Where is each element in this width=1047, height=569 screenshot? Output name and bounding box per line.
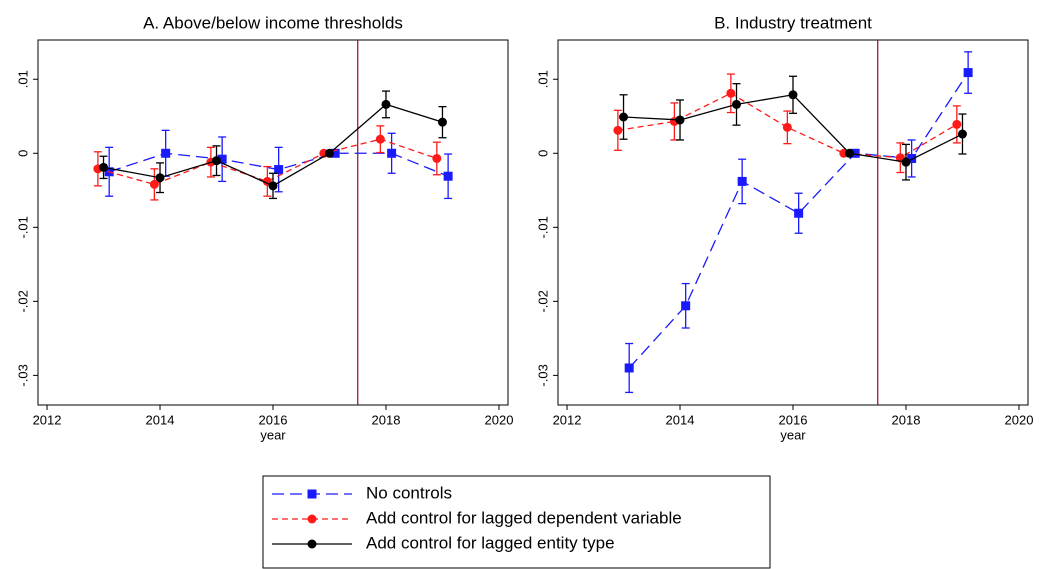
x-tick-label: 2018 (892, 412, 921, 427)
x-tick-label: 2018 (372, 412, 401, 427)
y-tick-label: -.01 (15, 216, 30, 238)
x-tick-label: 2016 (259, 412, 288, 427)
marker (619, 112, 629, 122)
marker (99, 162, 109, 172)
marker (794, 208, 804, 218)
x-tick-label: 2020 (485, 412, 514, 427)
marker (330, 148, 340, 158)
marker (907, 153, 917, 163)
marker (268, 181, 278, 191)
legend-label: No controls (366, 483, 452, 502)
x-axis-label: year (780, 427, 806, 442)
panel-title: A. Above/below income thresholds (143, 13, 403, 32)
marker (782, 122, 792, 132)
legend-box (262, 475, 771, 569)
x-tick-label: 2020 (1005, 412, 1034, 427)
y-tick-label: .01 (15, 70, 30, 88)
marker (737, 176, 747, 186)
y-tick-label: -.01 (535, 216, 550, 238)
marker (432, 153, 442, 163)
x-tick-label: 2016 (779, 412, 808, 427)
marker (149, 179, 159, 189)
x-tick-label: 2014 (146, 412, 175, 427)
marker (613, 125, 623, 135)
marker (788, 90, 798, 100)
legend-marker (307, 514, 317, 524)
marker (675, 115, 685, 125)
legend-label: Add control for lagged entity type (366, 533, 615, 552)
plot-frame (37, 39, 509, 406)
marker (387, 148, 397, 158)
marker (381, 99, 391, 109)
y-tick-label: 0 (535, 150, 550, 157)
marker (212, 156, 222, 166)
x-tick-label: 2012 (33, 412, 62, 427)
y-tick-label: 0 (15, 150, 30, 157)
marker (726, 88, 736, 98)
marker (324, 148, 334, 158)
marker (217, 154, 227, 164)
marker (732, 99, 742, 109)
x-tick-label: 2014 (666, 412, 695, 427)
y-tick-label: -.03 (535, 364, 550, 386)
marker (681, 301, 691, 311)
marker (952, 119, 962, 129)
marker (274, 165, 284, 175)
y-tick-label: -.02 (535, 290, 550, 312)
marker (155, 173, 165, 183)
x-tick-label: 2012 (553, 412, 582, 427)
legend-label: Add control for lagged dependent variabl… (366, 508, 682, 527)
legend-marker (307, 489, 317, 499)
marker (161, 148, 171, 158)
marker (844, 148, 854, 158)
marker (901, 157, 911, 167)
marker (850, 148, 860, 158)
marker (957, 129, 967, 139)
marker (375, 134, 385, 144)
x-axis-label: year (260, 427, 286, 442)
legend-marker (307, 539, 317, 549)
marker (963, 68, 973, 78)
y-tick-label: .01 (535, 70, 550, 88)
panel-title: B. Industry treatment (714, 13, 872, 32)
marker (624, 363, 634, 373)
y-tick-label: -.02 (15, 290, 30, 312)
y-tick-label: -.03 (15, 364, 30, 386)
marker (437, 117, 447, 127)
marker (443, 171, 453, 181)
